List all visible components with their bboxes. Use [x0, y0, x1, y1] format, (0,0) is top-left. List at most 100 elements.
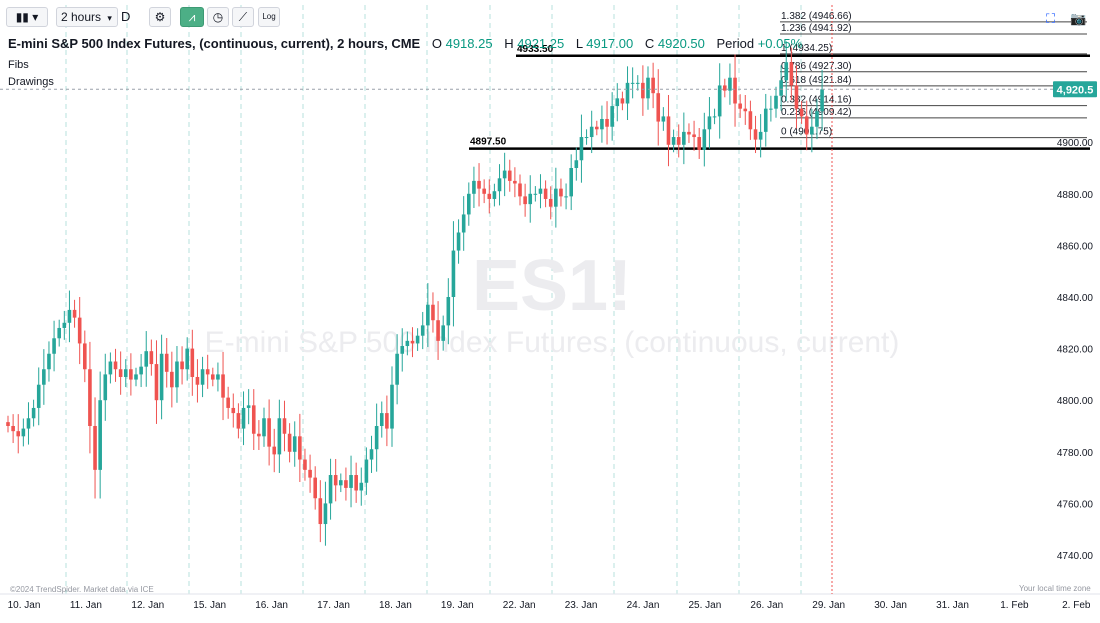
candle [564, 196, 568, 198]
x-tick-label: 19. Jan [441, 600, 474, 611]
candle [62, 322, 67, 328]
interval-select[interactable]: 2 hours ▾ [56, 7, 118, 27]
candle [671, 137, 676, 145]
last-price: 4,920.5 [0, 5, 1097, 594]
period-value: +0.05% [757, 36, 803, 51]
watermark-symbol: ES1! [472, 246, 632, 326]
log-button-label: Log [262, 12, 276, 21]
x-tick-label: 29. Jan [812, 600, 845, 611]
symbol-title: E-mini S&P 500 Index Futures, (continuou… [8, 36, 421, 51]
candle [748, 111, 753, 130]
candle [333, 475, 338, 486]
high-value: 4921.25 [517, 36, 565, 51]
candle [175, 361, 179, 388]
candle [379, 413, 384, 426]
candle [67, 309, 72, 323]
candle [497, 178, 502, 192]
drawings-panel-label[interactable]: Drawings [8, 76, 54, 88]
close-label: C [644, 36, 655, 51]
candle [472, 180, 476, 194]
candle [144, 351, 149, 367]
candle [405, 340, 410, 347]
camera-icon[interactable]: 📷 [1070, 11, 1087, 26]
candle [103, 374, 108, 401]
candle [139, 366, 143, 375]
candle [113, 361, 118, 370]
candle [789, 62, 794, 86]
fib-label: 1 (4934.25) [781, 43, 832, 54]
candle [482, 188, 486, 194]
candle [154, 364, 159, 401]
close-value: 4920.50 [657, 36, 705, 51]
y-tick-label: 4740.00 [1057, 551, 1094, 562]
watermark-name: E-mini S&P 500 Index Futures, (continuou… [205, 326, 900, 359]
candle [159, 353, 164, 401]
x-tick-label: 31. Jan [936, 600, 969, 611]
log-scale-button[interactable]: Log [258, 7, 280, 27]
candle [246, 405, 251, 408]
candle [129, 369, 133, 380]
candle [507, 170, 512, 181]
candle [221, 374, 225, 398]
candle [349, 475, 353, 488]
chart-type-button[interactable]: ▮▮ ▾ [6, 7, 48, 27]
trend-icon: ⩘ [188, 10, 196, 24]
candle [226, 397, 230, 408]
x-tick-label: 25. Jan [688, 600, 721, 611]
x-tick-label: 15. Jan [193, 600, 226, 611]
candle [820, 89, 824, 112]
last-price-badge [1053, 81, 1097, 98]
candle [292, 436, 297, 452]
candle [697, 137, 701, 150]
range-button[interactable]: D [121, 9, 131, 24]
candle [42, 369, 46, 385]
candle [753, 129, 758, 140]
candle [236, 413, 241, 429]
drawing-tool-button[interactable]: ⟋ [232, 7, 254, 27]
chart-watermark: ES1! E-mini S&P 500 Index Futures, (cont… [205, 246, 900, 359]
candles-icon: ▮▮ ▾ [15, 10, 39, 24]
candle [461, 214, 466, 233]
candle [487, 193, 492, 199]
candle [717, 85, 722, 117]
toolbar: ▮▮ ▾ 2 hours ▾ D ⚙ ⩘ ◷ ⟋ Log ⛶ 📷 [0, 0, 1100, 34]
candle [47, 353, 51, 370]
candle [579, 137, 584, 161]
candle [600, 118, 604, 130]
fibs-panel-label[interactable]: Fibs [8, 59, 29, 71]
support-resistance-levels: 4933.50 4897.50 [469, 44, 1090, 150]
candle [21, 428, 26, 437]
candle [277, 418, 282, 455]
candle [395, 353, 399, 385]
timezone-label[interactable]: Your local time zone [1019, 584, 1091, 593]
y-tick-label: 4860.00 [1057, 241, 1094, 252]
candle [339, 480, 343, 486]
fullscreen-icon[interactable]: ⛶ [1046, 11, 1056, 26]
candle [441, 325, 445, 341]
candle [635, 82, 640, 84]
candle [323, 503, 328, 525]
candle [738, 103, 742, 109]
clock-button[interactable]: ◷ [207, 7, 229, 27]
candle [538, 188, 543, 194]
gear-icon: ⚙ [154, 10, 166, 24]
low-value: 4917.00 [586, 36, 634, 51]
y-tick-label: 4820.00 [1057, 345, 1094, 356]
candle [467, 193, 471, 215]
chevron-down-icon: ▾ [107, 13, 112, 23]
candle [170, 371, 174, 388]
y-tick-label: 4900.00 [1057, 138, 1094, 149]
x-tick-label: 22. Jan [503, 600, 536, 611]
x-tick-label: 16. Jan [255, 600, 288, 611]
candle [804, 116, 809, 135]
candle [26, 418, 31, 429]
candle [303, 459, 307, 470]
candle [446, 297, 451, 326]
settings-button[interactable]: ⚙ [149, 7, 171, 27]
candle [743, 108, 748, 112]
auto-trend-button[interactable]: ⩘ [180, 7, 204, 27]
candle [692, 134, 696, 138]
candle [799, 108, 804, 117]
x-tick-label: 11. Jan [70, 600, 102, 611]
